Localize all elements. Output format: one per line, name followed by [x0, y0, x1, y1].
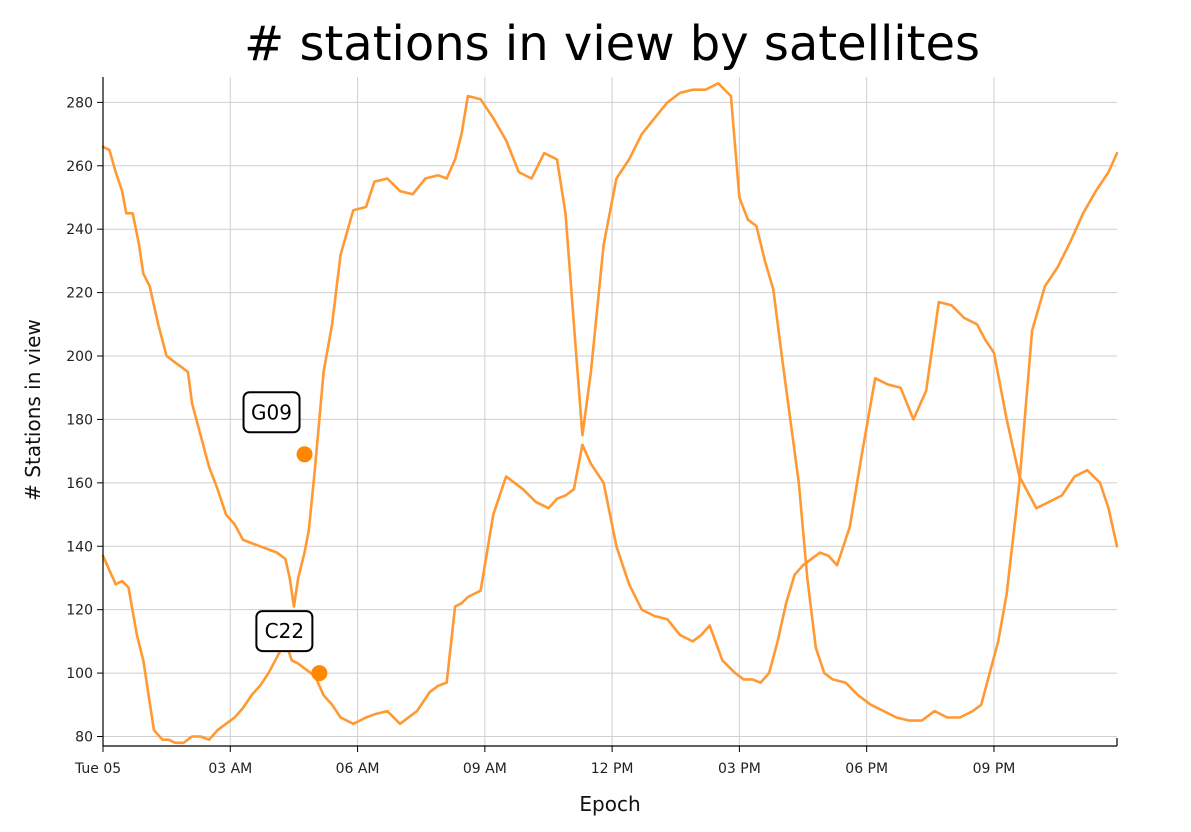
x-tick-label: 03 AM	[208, 761, 252, 777]
highlight-marker-c22	[311, 665, 328, 682]
axes: Tue 05 03 AM 06 AM 09 AM 12 PM 03 PM 06 PM 09 P…	[66, 77, 1118, 777]
x-tick-label: 03 PM	[718, 761, 761, 777]
y-tick-label: 160	[66, 476, 93, 492]
y-tick-label: 80	[75, 729, 93, 745]
x-tick-label: 06 PM	[845, 761, 888, 777]
y-tick-label: 180	[66, 412, 93, 428]
y-tick-label: 280	[66, 95, 93, 111]
chart-title: # stations in view by satellites	[244, 16, 980, 72]
y-tick-label: 100	[66, 666, 93, 682]
y-tick-label: 120	[66, 603, 93, 619]
y-axis-label: # Stations in view	[21, 319, 45, 501]
x-tick-label: Tue 05	[74, 761, 121, 777]
y-tick-label: 220	[66, 286, 93, 302]
x-tick-label: 12 PM	[591, 761, 634, 777]
series-line-c22	[101, 82, 1119, 722]
plot-area	[101, 82, 1119, 745]
callout-label-c22: C22	[265, 619, 304, 643]
x-axis-label: Epoch	[579, 792, 640, 816]
callout-box-g09	[242, 391, 301, 434]
y-tick-label: 260	[66, 159, 93, 175]
x-tick-label: 06 AM	[336, 761, 380, 777]
callout-label-g09: G09	[251, 400, 292, 424]
series-line-g09	[101, 300, 1119, 745]
highlight-marker-g09	[296, 446, 313, 463]
y-tick-label: 140	[66, 539, 93, 555]
x-tick-label: 09 AM	[463, 761, 507, 777]
callouts: G09 C22	[242, 391, 328, 682]
callout-box-c22	[255, 610, 314, 653]
x-tick-label: 09 PM	[973, 761, 1016, 777]
y-tick-label: 240	[66, 222, 93, 238]
y-tick-label: 200	[66, 349, 93, 365]
